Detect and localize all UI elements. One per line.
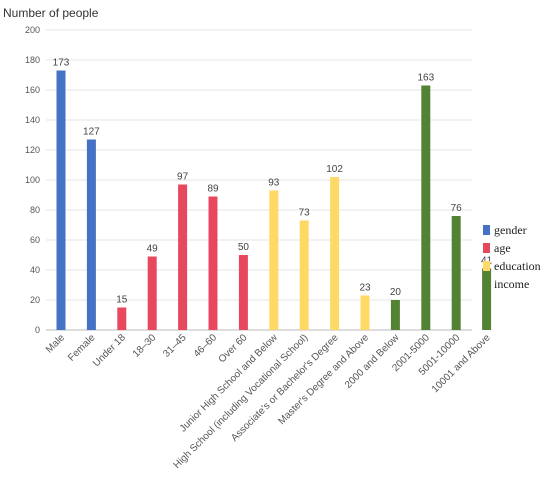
bar: [390, 300, 400, 330]
bar: [451, 216, 461, 330]
data-label: 173: [53, 58, 70, 69]
data-label: 50: [238, 242, 250, 253]
legend-swatch: [483, 261, 490, 271]
bar: [208, 196, 218, 330]
x-tick-label: Male: [44, 332, 67, 355]
x-tick-label: 10001 and Above: [430, 332, 493, 395]
y-axis-label: Number of people: [3, 6, 99, 20]
grid: [46, 29, 472, 331]
y-tick-label: 0: [35, 325, 40, 335]
data-label: 93: [268, 178, 280, 189]
data-label: 127: [83, 127, 100, 138]
y-axis-ticks: 0 20 40 60 80 100 120 140 160 180 200: [25, 25, 40, 335]
y-tick-label: 100: [25, 175, 40, 185]
bar: [56, 70, 66, 330]
bar: [147, 256, 157, 330]
bar: [421, 85, 431, 330]
data-label: 163: [417, 73, 434, 84]
bar: [86, 139, 96, 330]
data-label: 20: [390, 287, 402, 298]
legend-swatch: [483, 243, 490, 253]
legend: gender age education income: [483, 223, 541, 291]
bar: [360, 295, 370, 330]
x-tick-label: Under 18: [91, 332, 128, 369]
y-tick-label: 60: [30, 235, 40, 245]
y-tick-label: 40: [30, 265, 40, 275]
x-tick-label: 46–60: [192, 332, 220, 360]
data-label: 97: [177, 172, 189, 183]
x-tick-label: 18–30: [131, 332, 159, 360]
data-label: 49: [147, 244, 159, 255]
y-tick-label: 160: [25, 85, 40, 95]
data-label: 15: [116, 295, 128, 306]
y-tick-label: 140: [25, 115, 40, 125]
legend-swatch: [483, 225, 490, 235]
bar: [178, 184, 188, 330]
legend-label: gender: [494, 223, 527, 237]
legend-label: education: [494, 259, 541, 273]
bar: [238, 255, 248, 330]
bars: [56, 70, 492, 330]
bar: [482, 268, 492, 330]
x-tick-label: 31–45: [161, 332, 189, 360]
bar: [117, 307, 127, 330]
y-tick-label: 120: [25, 145, 40, 155]
y-tick-label: 80: [30, 205, 40, 215]
data-label: 102: [326, 164, 343, 175]
legend-swatch: [483, 279, 490, 289]
legend-label: income: [494, 277, 529, 291]
bar: [269, 190, 279, 330]
data-label: 73: [299, 208, 311, 219]
x-tick-label: 2000 and Below: [343, 332, 402, 391]
y-tick-label: 200: [25, 25, 40, 35]
data-labels: 1731271549978950937310223201637641: [53, 58, 493, 306]
data-label: 76: [451, 203, 463, 214]
data-label: 23: [359, 283, 371, 294]
y-tick-label: 180: [25, 55, 40, 65]
y-tick-label: 20: [30, 295, 40, 305]
data-label: 89: [207, 184, 219, 195]
legend-label: age: [494, 241, 511, 255]
bar: [330, 177, 340, 330]
bar: [299, 220, 309, 330]
